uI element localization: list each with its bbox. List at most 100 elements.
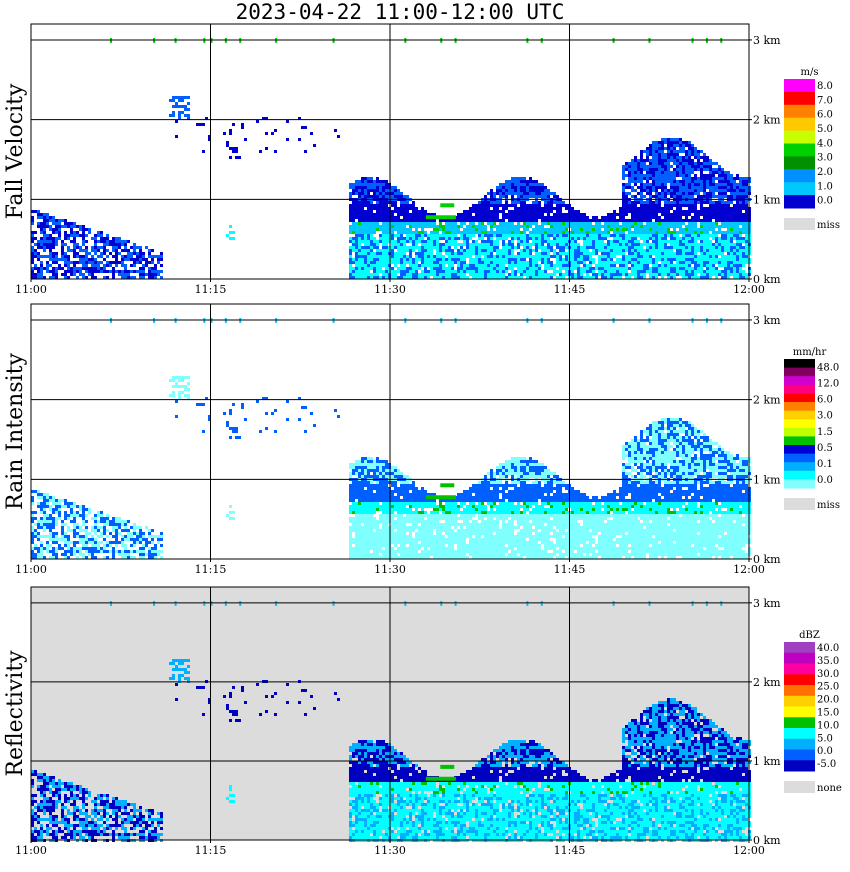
colorbar-swatch [784,92,815,105]
colorbar-label: 40.0 [817,643,839,654]
colorbar-swatch [784,454,815,463]
top-marker [648,601,650,606]
top-marker [110,601,112,606]
y-tick-label: 2 km [753,676,781,689]
top-marker [153,38,155,43]
colorbar-swatch [784,717,815,728]
colorbar-swatch [784,750,815,761]
top-marker [455,601,457,606]
y-tick-label: 0 km [753,553,781,566]
y-tick-label: 2 km [753,394,781,407]
colorbar-label: 12.0 [817,378,839,389]
top-marker [648,38,650,43]
colorbar-swatch [784,436,815,445]
colorbar-label: 6.0 [817,110,833,121]
missing-label: miss [817,220,840,231]
colorbar-swatch [784,182,815,195]
x-tick-label: 11:00 [15,844,47,857]
top-marker [720,601,722,606]
colorbar-swatch [784,728,815,739]
top-marker [225,318,227,323]
colorbar-swatch [784,411,815,420]
colorbar-label: 15.0 [817,708,839,719]
x-tick-label: 11:45 [554,563,586,576]
top-marker [203,601,205,606]
y-tick-label: 1 km [753,193,781,206]
top-marker [404,38,406,43]
top-marker [203,38,205,43]
x-tick-label: 11:45 [554,844,586,857]
echo-core [440,203,454,207]
colorbar-swatch [784,144,815,157]
colorbar-swatch [784,118,815,131]
y-tick-label: 2 km [753,114,781,127]
top-marker [175,38,177,43]
y-axis-label: Rain Intensity [3,352,28,509]
colorbar-swatch [784,376,815,385]
colorbar-swatch [784,79,815,92]
colorbar-swatch [784,402,815,411]
top-marker [110,318,112,323]
missing-swatch [784,218,815,230]
colorbar-swatch [784,393,815,402]
x-tick-label: 11:00 [15,283,47,296]
top-marker [455,38,457,43]
top-marker [706,318,708,323]
colorbar-swatch [784,169,815,182]
top-marker [692,601,694,606]
top-marker [275,38,277,43]
colorbar-swatch [784,760,815,771]
colorbar-label: 7.0 [817,95,833,106]
top-marker [153,601,155,606]
colorbar-swatch [784,685,815,696]
top-marker [648,318,650,323]
colorbar-unit: m/s [801,67,819,78]
top-marker [110,38,112,43]
colorbar-label: 8.0 [817,81,833,92]
y-tick-label: 1 km [753,473,781,486]
colorbar-label: 48.0 [817,362,839,373]
colorbar-swatch [784,462,815,471]
top-marker [692,38,694,43]
colorbar-label: 6.0 [817,395,833,406]
colorbar-label: -5.0 [817,759,836,770]
top-marker [440,601,442,606]
y-tick-label: 0 km [753,834,781,847]
colorbar-label: 3.0 [817,411,833,422]
colorbar-swatch [784,674,815,685]
top-marker [333,601,335,606]
top-marker [404,601,406,606]
missing-label: none [817,783,842,794]
y-axis-label: Reflectivity [3,650,28,777]
top-marker [275,318,277,323]
x-tick-label: 11:15 [195,844,227,857]
colorbar-label: 25.0 [817,682,839,693]
top-marker [333,318,335,323]
top-marker [613,38,615,43]
top-marker [175,601,177,606]
top-marker [541,601,543,606]
colorbar-swatch [784,445,815,454]
colorbar-unit: dBZ [799,630,820,641]
colorbar-label: 35.0 [817,656,839,667]
colorbar-label: 1.0 [817,181,833,192]
colorbar-label: 1.5 [817,427,833,438]
colorbar-label: 0.0 [817,475,833,486]
colorbar-swatch [784,428,815,437]
colorbar-swatch [784,696,815,707]
y-tick-label: 0 km [753,273,781,286]
x-tick-label: 11:00 [15,563,47,576]
y-axis-label: Fall Velocity [3,83,28,219]
echo-core [440,483,454,487]
top-marker [175,318,177,323]
top-marker [526,318,528,323]
missing-label: miss [817,500,840,511]
top-marker [239,318,241,323]
colorbar-swatch [784,471,815,480]
x-tick-label: 11:30 [374,844,406,857]
colorbar-label: 20.0 [817,695,839,706]
